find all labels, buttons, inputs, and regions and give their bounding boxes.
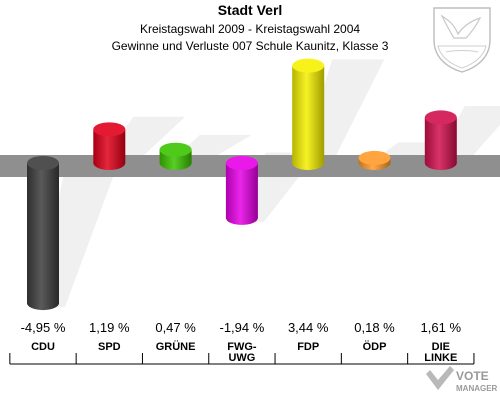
bar-1: [93, 122, 126, 170]
chart-subtitle-1: Kreistagswahl 2009 - Kreistagswahl 2004: [140, 22, 360, 36]
value-labels: -4,95 % 1,19 % 0,47 % -1,94 % 3,44 % 0,18 % 1,…: [21, 320, 462, 335]
bar-4: [292, 58, 325, 170]
value-label: 1,61 %: [421, 320, 462, 335]
bar-2: [159, 142, 192, 170]
bar-body: [27, 163, 59, 304]
value-label: -1,94 %: [219, 320, 264, 335]
logo-text-top: VOTE: [456, 369, 489, 383]
bar-shadows: [33, 59, 500, 308]
bar-top-cap: [225, 156, 258, 170]
value-label: 1,19 %: [89, 320, 130, 335]
bar-bottom-cap: [292, 156, 325, 170]
bar-top-cap: [424, 110, 457, 125]
bar-3: [225, 156, 258, 225]
category-label: FWG-UWG: [227, 341, 257, 364]
category-label: SPD: [98, 341, 121, 353]
bar-top-cap: [292, 58, 325, 73]
bar-bottom-cap: [27, 296, 59, 311]
chart-subtitle-2: Gewinne und Verluste 007 Schule Kaunitz,…: [112, 39, 389, 53]
bar-top-cap: [93, 122, 126, 137]
chart-title: Stadt Verl: [218, 2, 283, 18]
category-label: FDP: [297, 341, 319, 353]
bar-top-cap: [358, 150, 391, 165]
value-label: 0,47 %: [155, 320, 196, 335]
bar-body: [225, 163, 258, 218]
bar-bottom-cap: [93, 156, 126, 170]
category-label: DIE LINKE: [424, 341, 457, 364]
bar-5: [358, 150, 391, 170]
value-label: -4,95 %: [21, 320, 66, 335]
category-label: CDU: [31, 341, 55, 353]
check-icon: [426, 366, 454, 390]
logo-text-bottom: MANAGER: [456, 384, 498, 393]
value-label: 3,44 %: [288, 320, 329, 335]
bars: [27, 58, 457, 311]
bar-top-cap: [27, 156, 59, 170]
bar-body: [292, 65, 325, 163]
coat-of-arms-icon: [433, 7, 491, 73]
bar-bottom-cap: [225, 210, 258, 225]
bar-bottom-cap: [424, 156, 457, 170]
category-label: ÖDP: [363, 340, 387, 353]
value-label: 0,18 %: [354, 320, 395, 335]
bar-bottom-cap: [159, 156, 192, 170]
category-label: GRÜNE: [156, 340, 196, 353]
bar-6: [424, 110, 457, 170]
bar-top-cap: [159, 142, 192, 157]
bar-body: [424, 117, 457, 163]
category-axis: CDU SPD GRÜNE FWG-UWG FDP ÖDP DIE LINKE: [9, 340, 475, 365]
bar-0: [27, 156, 59, 311]
vote-manager-logo: VOTE MANAGER: [426, 366, 498, 393]
